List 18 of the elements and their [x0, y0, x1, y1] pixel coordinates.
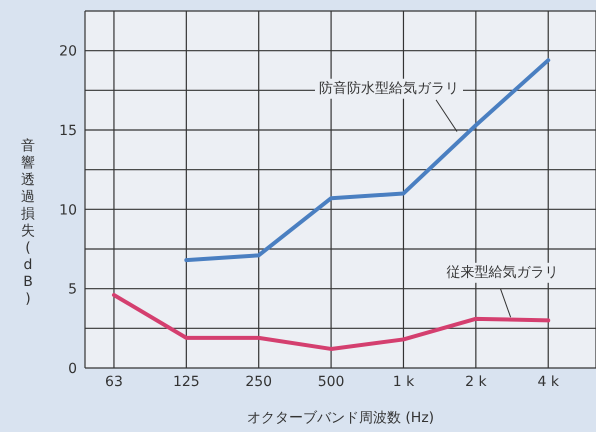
x-tick-label: 125	[172, 374, 200, 390]
text: 音響透過損失(dB)	[21, 138, 35, 307]
y-tick-label: 20	[59, 44, 77, 60]
y-tick-label: 5	[68, 282, 77, 298]
x-tick-label: 250	[245, 374, 272, 390]
line-series	[184, 58, 550, 262]
x-tick-label: 2 k	[465, 374, 488, 390]
y-tick-label: 10	[59, 202, 77, 218]
y-tick-label: 15	[59, 122, 77, 139]
text: 従来型給気ガラリ	[446, 264, 559, 281]
x-tick-label: 1 k	[392, 374, 416, 390]
line-series	[112, 293, 550, 351]
text: 防音防水型給気ガラリ	[318, 80, 459, 97]
x-tick-label: 63	[105, 374, 123, 390]
x-tick-label: 500	[318, 374, 344, 390]
x-axis-title: オクターブバンド周波数 (Hz)	[246, 410, 434, 426]
x-tick-label: 4 k	[537, 374, 560, 390]
y-tick-label: 0	[68, 360, 77, 377]
